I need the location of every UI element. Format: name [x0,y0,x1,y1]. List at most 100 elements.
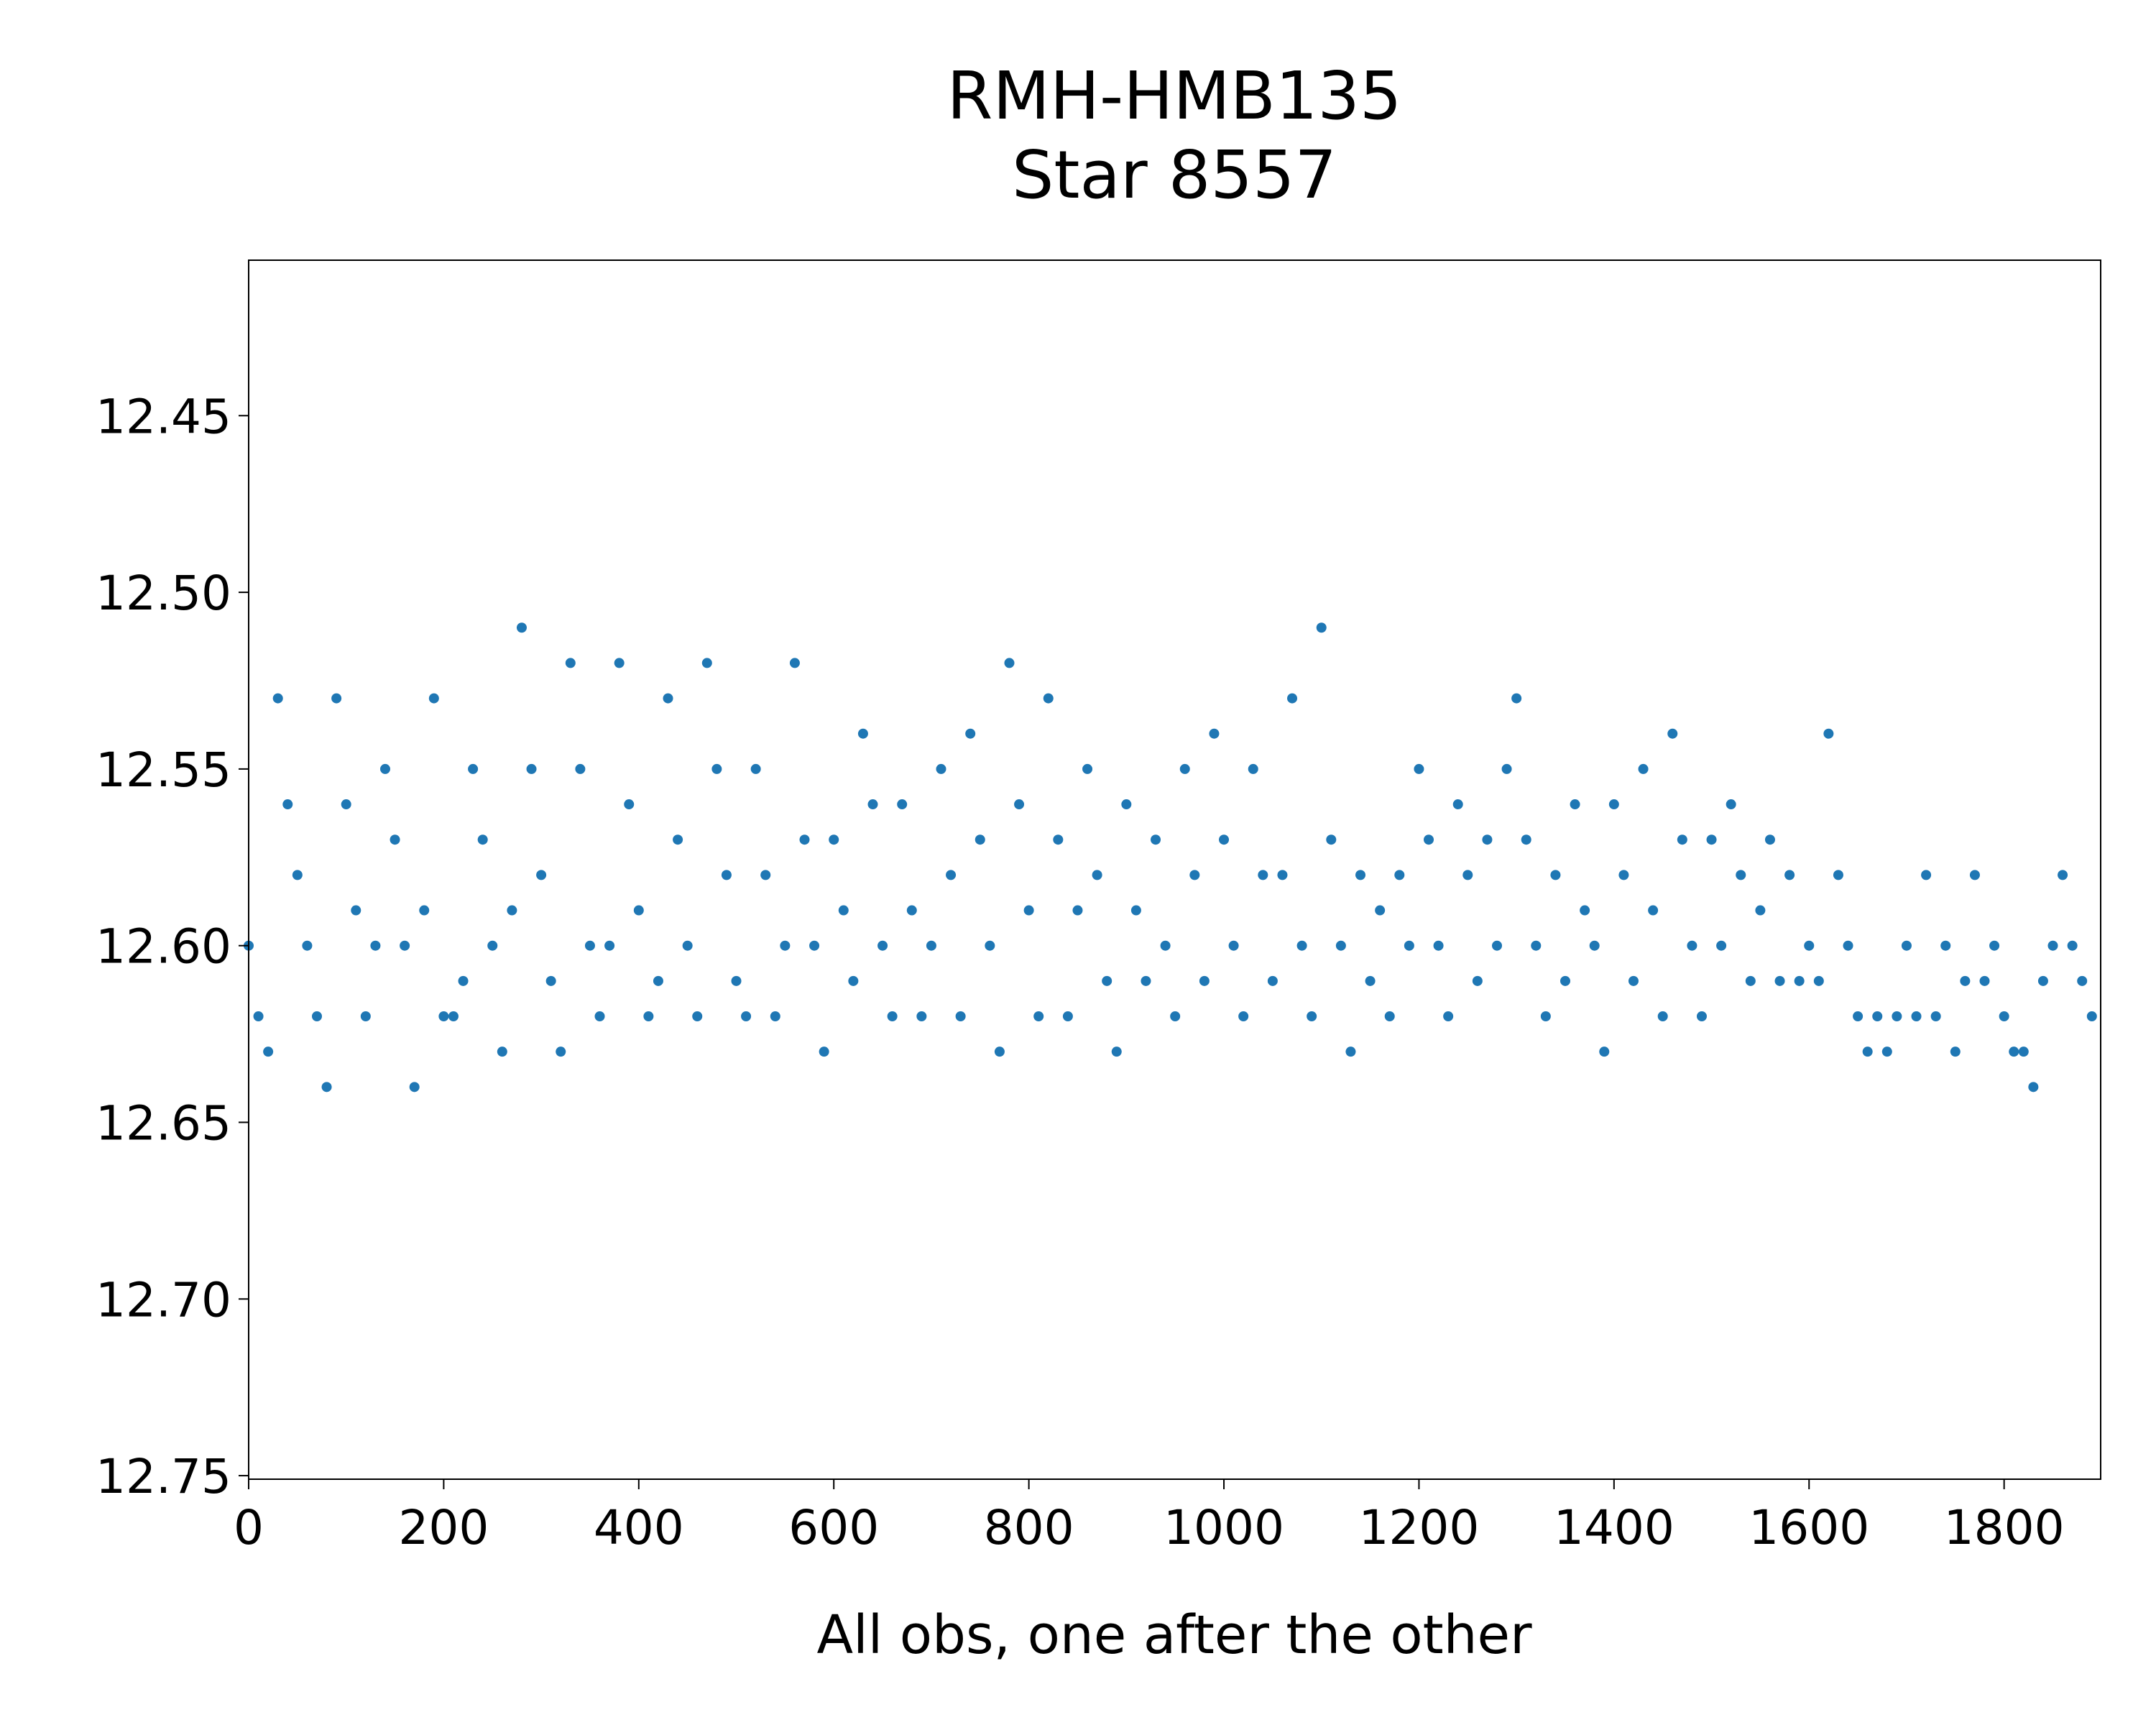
data-point [614,658,625,668]
data-point [731,975,742,986]
data-point [848,975,859,986]
data-point [857,728,868,739]
data-point [1316,622,1327,633]
data-point [1550,870,1561,880]
data-point [604,940,615,951]
data-point [1813,975,1824,986]
data-point [985,940,995,951]
data-point [1531,940,1542,951]
data-point [663,693,673,704]
x-axis-label: All obs, one after the other [816,1604,1532,1666]
data-point [2077,975,2088,986]
data-point [1452,799,1463,810]
data-point [1472,975,1483,986]
data-point [1277,870,1288,880]
data-point [916,1011,927,1022]
y-tick-label: 12.65 [96,1095,231,1151]
data-point [282,799,293,810]
data-point [1726,799,1736,810]
data-point [428,693,439,704]
data-point [516,622,527,633]
data-point [1335,940,1346,951]
data-point [955,1011,966,1022]
data-point [1706,834,1717,845]
data-point [1170,1011,1181,1022]
data-point [1102,975,1112,986]
data-point [487,940,498,951]
data-point [594,1011,605,1022]
data-point [1082,763,1093,774]
data-point [819,1046,829,1057]
data-point [468,763,479,774]
data-point [1501,763,1512,774]
x-tick-label: 600 [788,1500,879,1555]
data-point [1424,834,1434,845]
data-point [673,834,683,845]
data-point [887,1011,898,1022]
data-point [458,975,469,986]
data-point [946,870,957,880]
data-point [2028,1082,2039,1092]
data-point [341,799,351,810]
data-point [721,870,732,880]
chart-title-line-1: RMH-HMB135 [947,58,1402,134]
x-axis: 0 200 400 600 800 1000 1200 1400 1600 1800 [234,1479,2065,1555]
data-point [351,905,361,916]
data-point [1784,870,1795,880]
data-point [1716,940,1727,951]
data-point [1804,940,1815,951]
data-point [2058,870,2068,880]
x-tick-label: 1200 [1358,1500,1479,1555]
data-point [1511,693,1522,704]
data-point [1628,975,1639,986]
data-point [1189,870,1200,880]
data-point [302,940,313,951]
data-point [789,658,800,668]
data-point [2018,1046,2029,1057]
data-point [1130,905,1141,916]
data-point [1491,940,1502,951]
x-tick-label: 1000 [1164,1500,1284,1555]
data-point [360,1011,371,1022]
x-tick-label: 1800 [1944,1500,2065,1555]
data-point [1774,975,1785,986]
data-point [994,1046,1005,1057]
data-point [1989,940,2000,951]
data-point [1911,1011,1922,1022]
data-point [633,905,644,916]
y-tick-label: 12.75 [96,1449,231,1504]
data-point [829,834,839,845]
data-point [897,799,908,810]
data-point [877,940,888,951]
data-point [1141,975,1151,986]
data-point [1940,940,1951,951]
data-point [556,1046,566,1057]
data-point [692,1011,703,1022]
data-point [1307,1011,1317,1022]
data-point [1179,763,1190,774]
data-point [1248,763,1258,774]
data-point [750,763,761,774]
data-point [1589,940,1600,951]
data-point [770,1011,780,1022]
data-point [370,940,381,951]
y-tick-label: 12.45 [96,389,231,444]
data-point [1062,1011,1073,1022]
data-point [1881,1046,1892,1057]
x-tick-label: 800 [984,1500,1074,1555]
data-point [1921,870,1932,880]
data-point [565,658,576,668]
data-point [936,763,946,774]
chart-title-line-2: Star 8557 [1012,137,1337,213]
data-point [448,1011,459,1022]
data-point [1764,834,1775,845]
data-point [624,799,635,810]
data-point [545,975,556,986]
data-point [867,799,878,810]
data-point [1969,870,1980,880]
data-point [1111,1046,1122,1057]
data-point [1355,870,1366,880]
data-point [526,763,537,774]
data-point [1462,870,1473,880]
data-point [1687,940,1697,951]
